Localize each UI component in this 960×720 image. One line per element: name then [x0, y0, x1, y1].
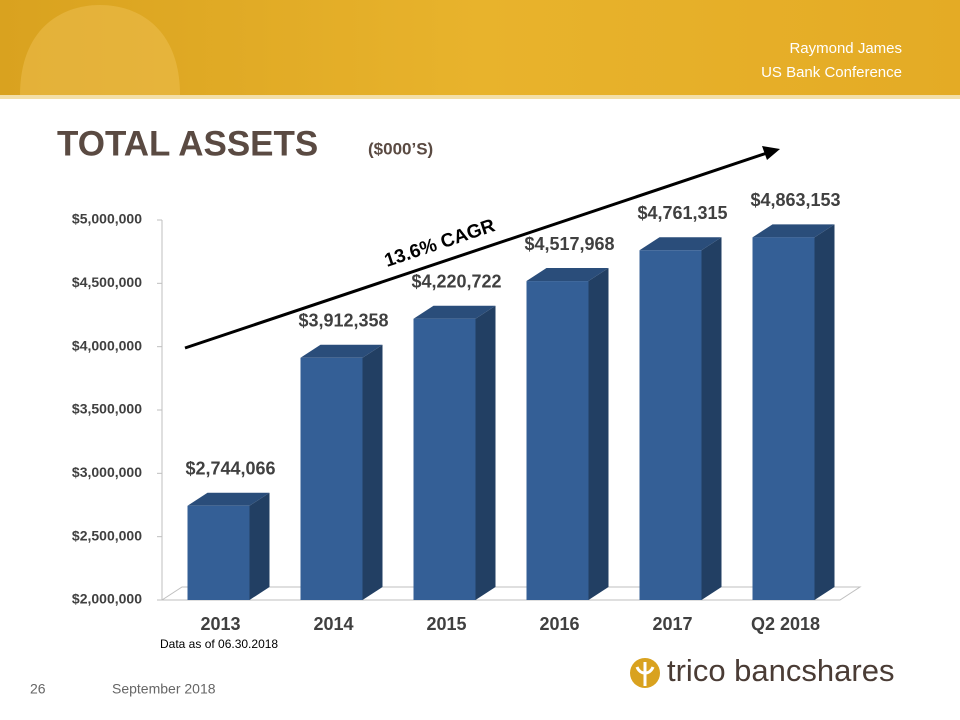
x-tick-label: 2014: [313, 614, 353, 634]
bar: [752, 237, 815, 600]
banner: [0, 0, 960, 95]
bar-top: [300, 344, 383, 358]
bar: [300, 357, 363, 600]
value-label: $4,220,722: [411, 271, 501, 291]
bar-top: [639, 237, 722, 251]
value-label: $3,912,358: [298, 311, 388, 331]
logo-glyph: [635, 662, 655, 686]
bar: [413, 318, 476, 600]
bar: [639, 250, 702, 600]
y-tick-label: $3,500,000: [72, 401, 142, 417]
trend-arrow: [184, 150, 771, 350]
bar: [526, 281, 589, 600]
plot: $2,000,000 $2,500,000 $3,000,000 $3,500,000…: [72, 190, 862, 634]
bar-side: [814, 224, 835, 600]
y-tick-label: $4,500,000: [72, 274, 142, 290]
y-tick-label: $5,000,000: [72, 211, 142, 227]
y-tick-label: $3,000,000: [72, 464, 142, 480]
bar-side: [362, 344, 383, 600]
bar-top: [187, 492, 270, 506]
value-label: $4,863,153: [750, 190, 840, 210]
header-line: Raymond James: [789, 40, 902, 57]
value-label: $4,517,968: [524, 234, 614, 254]
bar-top: [413, 305, 496, 319]
page-number: 26: [30, 681, 46, 697]
value-label: $2,744,066: [185, 459, 275, 479]
x-tick-label: 2016: [539, 614, 579, 634]
bar-side: [249, 492, 270, 600]
value-label: $4,761,315: [637, 203, 727, 223]
x-tick-label: 2013: [200, 614, 240, 634]
bar-side: [701, 237, 722, 600]
x-tick-label: 2015: [426, 614, 466, 634]
bar: [187, 505, 250, 600]
y-tick-label: $2,000,000: [72, 591, 142, 607]
banner-motif: [20, 5, 180, 95]
x-tick-label: 2017: [652, 614, 692, 634]
bar-top: [752, 224, 835, 238]
chart-subtitle: ($000’S): [368, 139, 433, 158]
arrow-head: [762, 146, 780, 160]
x-tick-label: Q2 2018: [751, 614, 820, 634]
banner-edge: [0, 95, 960, 99]
y-tick-label: $2,500,000: [72, 527, 142, 543]
chart-title: TOTAL ASSETS: [57, 124, 318, 163]
header-line: US Bank Conference: [761, 64, 902, 81]
bar-top: [526, 268, 609, 282]
y-tick-label: $4,000,000: [72, 337, 142, 353]
bar-side: [475, 305, 496, 600]
note: Data as of 06.30.2018: [160, 637, 278, 651]
date: September 2018: [112, 681, 216, 697]
logo-text: trico bancshares: [667, 653, 894, 688]
bar-side: [588, 268, 609, 600]
